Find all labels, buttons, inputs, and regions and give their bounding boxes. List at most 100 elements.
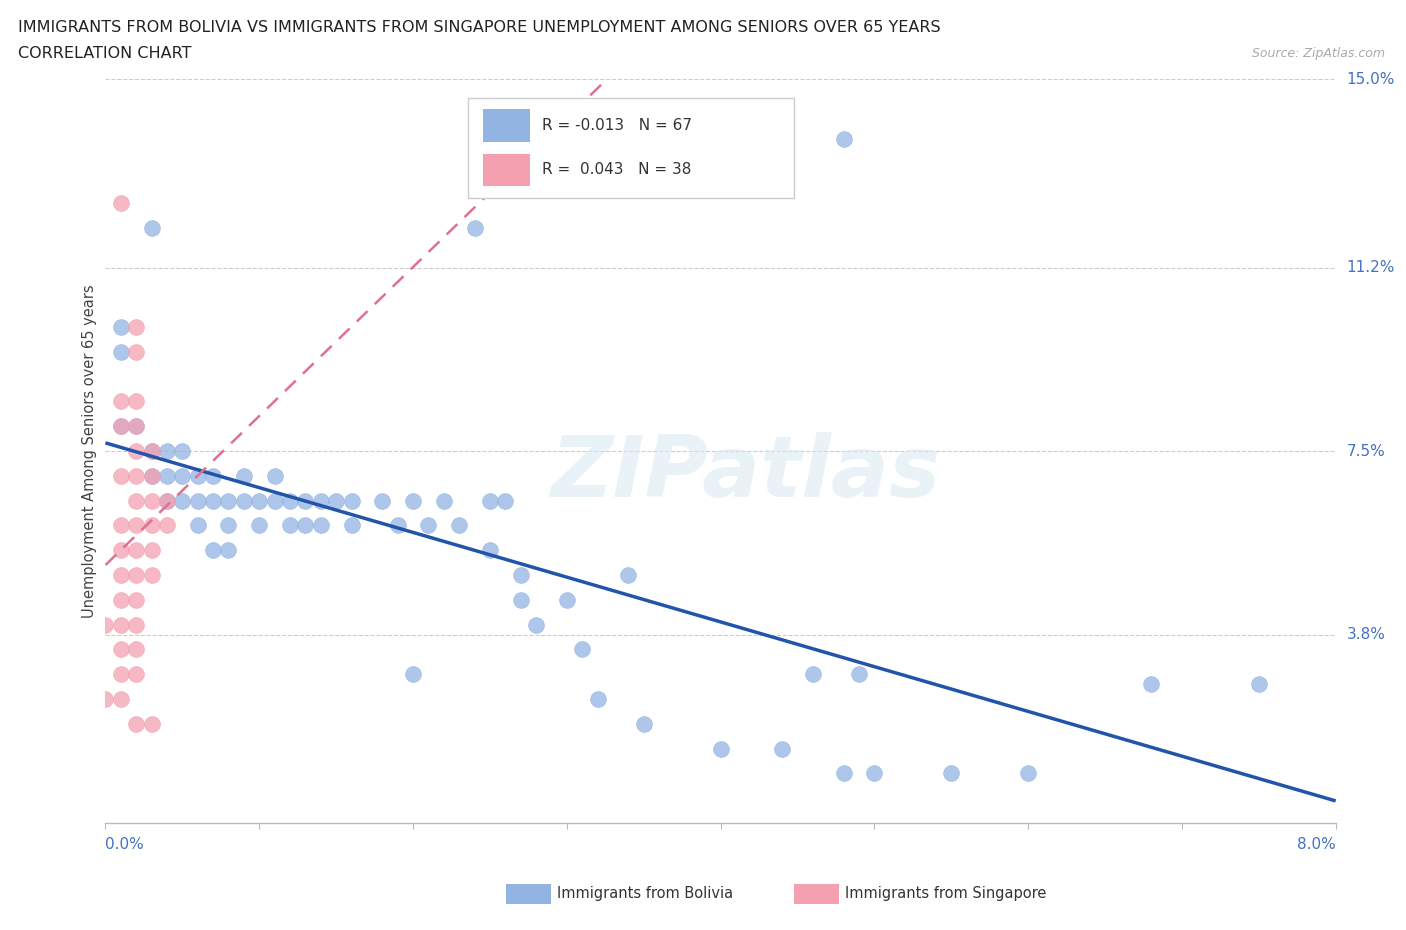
Point	[141, 543, 163, 558]
Point	[294, 493, 316, 508]
Point	[633, 716, 655, 731]
Point	[509, 592, 531, 607]
Point	[941, 766, 963, 781]
Point	[141, 518, 163, 533]
Point	[294, 518, 316, 533]
Point	[110, 418, 132, 433]
Point	[433, 493, 456, 508]
Text: IMMIGRANTS FROM BOLIVIA VS IMMIGRANTS FROM SINGAPORE UNEMPLOYMENT AMONG SENIORS : IMMIGRANTS FROM BOLIVIA VS IMMIGRANTS FR…	[18, 20, 941, 35]
Point	[110, 195, 132, 210]
Point	[555, 592, 578, 607]
FancyBboxPatch shape	[468, 98, 794, 198]
Point	[110, 394, 132, 409]
Point	[125, 344, 148, 359]
Point	[156, 493, 179, 508]
Point	[110, 543, 132, 558]
Bar	[484, 153, 530, 186]
Point	[125, 418, 148, 433]
Point	[449, 518, 471, 533]
Point	[125, 618, 148, 632]
Point	[125, 543, 148, 558]
Point	[1140, 677, 1163, 692]
Point	[110, 518, 132, 533]
Point	[832, 131, 855, 146]
Point	[402, 667, 425, 682]
Point	[172, 469, 194, 484]
Text: R = -0.013   N = 67: R = -0.013 N = 67	[543, 118, 692, 133]
Point	[125, 592, 148, 607]
Point	[94, 692, 117, 707]
Point	[110, 667, 132, 682]
Point	[340, 518, 363, 533]
Point	[263, 469, 285, 484]
Point	[325, 493, 347, 508]
Text: 7.5%: 7.5%	[1347, 444, 1385, 458]
Point	[141, 469, 163, 484]
Point	[218, 518, 240, 533]
Point	[202, 469, 225, 484]
Point	[172, 493, 194, 508]
Point	[110, 618, 132, 632]
Point	[125, 320, 148, 335]
Point	[156, 518, 179, 533]
Point	[478, 493, 501, 508]
Point	[94, 618, 117, 632]
Point	[110, 692, 132, 707]
Text: 8.0%: 8.0%	[1296, 837, 1336, 852]
Point	[1247, 677, 1270, 692]
Point	[141, 493, 163, 508]
Point	[418, 518, 440, 533]
Point	[278, 493, 301, 508]
Point	[110, 469, 132, 484]
Point	[586, 692, 609, 707]
Point	[232, 493, 254, 508]
Point	[187, 518, 209, 533]
Point	[125, 394, 148, 409]
Point	[263, 493, 285, 508]
Point	[156, 444, 179, 458]
Point	[710, 741, 733, 756]
Point	[141, 469, 163, 484]
Point	[141, 220, 163, 235]
Point	[141, 444, 163, 458]
Point	[141, 716, 163, 731]
Point	[801, 667, 824, 682]
Point	[247, 493, 270, 508]
Y-axis label: Unemployment Among Seniors over 65 years: Unemployment Among Seniors over 65 years	[82, 285, 97, 618]
Point	[141, 567, 163, 582]
Point	[110, 320, 132, 335]
Point	[863, 766, 886, 781]
Point	[309, 518, 332, 533]
Point	[125, 716, 148, 731]
Point	[125, 642, 148, 657]
Point	[125, 493, 148, 508]
Point	[187, 469, 209, 484]
Text: R =  0.043   N = 38: R = 0.043 N = 38	[543, 163, 692, 178]
Point	[110, 344, 132, 359]
Point	[141, 444, 163, 458]
Point	[494, 493, 516, 508]
Point	[402, 493, 425, 508]
Text: Immigrants from Singapore: Immigrants from Singapore	[845, 886, 1046, 901]
Point	[617, 567, 640, 582]
Point	[832, 766, 855, 781]
Point	[770, 741, 793, 756]
Point	[125, 469, 148, 484]
Point	[509, 567, 531, 582]
Point	[125, 667, 148, 682]
Point	[571, 642, 593, 657]
Point	[371, 493, 394, 508]
Text: 3.8%: 3.8%	[1347, 627, 1386, 642]
Point	[156, 469, 179, 484]
Point	[464, 220, 486, 235]
Text: 11.2%: 11.2%	[1347, 260, 1395, 275]
Point	[202, 493, 225, 508]
Point	[172, 444, 194, 458]
Point	[110, 418, 132, 433]
Text: 0.0%: 0.0%	[105, 837, 145, 852]
Text: 15.0%: 15.0%	[1347, 72, 1395, 86]
Text: CORRELATION CHART: CORRELATION CHART	[18, 46, 191, 61]
Point	[218, 493, 240, 508]
Point	[247, 518, 270, 533]
Point	[1017, 766, 1039, 781]
